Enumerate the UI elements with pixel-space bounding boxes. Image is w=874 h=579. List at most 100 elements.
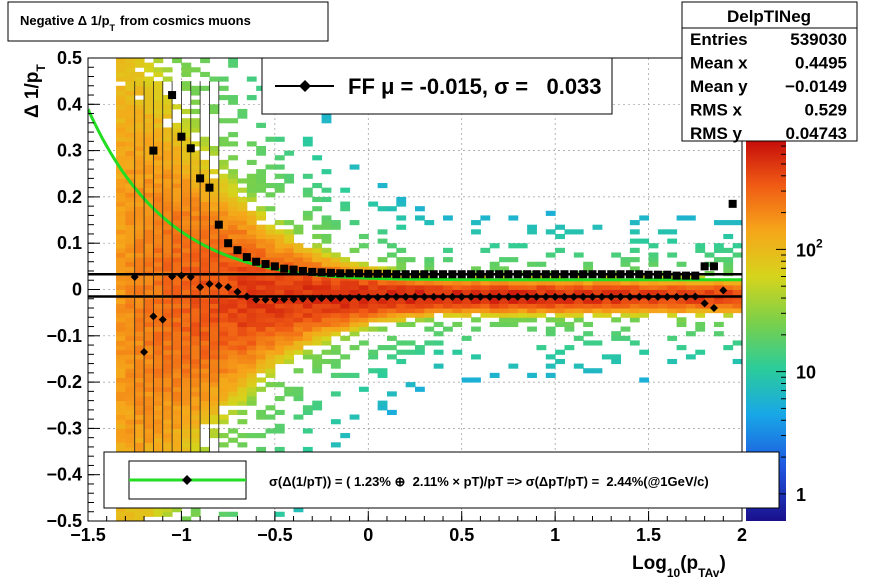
heat-cell (228, 409, 238, 416)
heat-cell (246, 266, 257, 272)
heat-cell (200, 261, 210, 267)
heat-cell (153, 127, 164, 133)
heat-cell (386, 243, 397, 249)
heat-cell (284, 233, 295, 240)
mean-point (130, 272, 139, 281)
mean-point (429, 292, 438, 301)
heat-cell (144, 247, 154, 253)
heat-cell (134, 308, 145, 314)
heat-cell (153, 81, 164, 87)
heat-cell (144, 113, 154, 119)
heat-cell (349, 303, 360, 309)
heat-cell (452, 312, 463, 318)
heat-cell (386, 289, 397, 295)
heat-cell (349, 298, 360, 304)
heat-cell (190, 164, 201, 170)
heat-cell (265, 335, 276, 341)
heat-cell (695, 308, 706, 314)
heat-cell (153, 372, 164, 378)
heat-cell (284, 354, 295, 360)
heat-cell (648, 284, 659, 290)
heat-cell (181, 400, 192, 406)
legend-top-text: FF μ = -0.015, σ = 0.033 (348, 74, 602, 99)
heat-cell (237, 321, 248, 328)
heat-cell (134, 275, 145, 281)
heat-cell (181, 141, 192, 147)
heat-cell (190, 349, 201, 355)
heat-cell (330, 317, 341, 323)
heat-cell (237, 335, 248, 341)
heat-cell (555, 280, 565, 286)
heat-cell (144, 433, 154, 439)
heat-cell (134, 178, 145, 184)
rms-point (224, 239, 233, 248)
heat-cell (312, 354, 323, 360)
rms-point (401, 270, 410, 279)
heat-cell (200, 321, 210, 328)
heat-cell (181, 386, 192, 392)
mean-point (298, 294, 307, 303)
heat-cell (172, 391, 182, 397)
heat-cell (181, 340, 192, 346)
heat-cell (209, 349, 220, 355)
heat-cell (302, 136, 313, 142)
heat-cell (228, 178, 238, 184)
heat-cell (629, 308, 640, 314)
heat-cell (274, 187, 285, 193)
rms-point (411, 270, 419, 279)
heat-cell (134, 386, 145, 392)
heat-cell (228, 298, 238, 304)
heat-cell (732, 284, 742, 290)
heat-cell (190, 280, 201, 286)
heat-cell (256, 178, 267, 184)
heat-cell (321, 340, 332, 346)
heat-cell (274, 331, 285, 337)
heat-cell (517, 312, 528, 318)
heat-cell (172, 289, 182, 295)
heat-cell (452, 298, 463, 304)
heat-cell (116, 358, 126, 365)
heat-cell (713, 243, 724, 249)
rms-point (485, 270, 494, 279)
heat-cell (415, 345, 425, 351)
heat-cell (125, 368, 136, 374)
heat-cell (676, 321, 687, 328)
heat-cell (190, 127, 201, 133)
heat-cell (172, 507, 182, 513)
heat-cell (237, 266, 248, 272)
heat-cell (228, 377, 238, 383)
heat-cell (162, 210, 173, 216)
heat-cell (172, 220, 182, 226)
heat-cell (349, 321, 360, 328)
heat-cell (274, 298, 285, 304)
heat-cell (555, 317, 565, 323)
heat-cell (153, 442, 164, 448)
heat-cell (265, 252, 276, 258)
heat-cell (190, 243, 201, 249)
heat-cell (162, 187, 173, 193)
heat-cell (396, 266, 407, 272)
heat-cell (181, 67, 192, 73)
heat-cell (200, 183, 210, 189)
heat-cell (695, 303, 706, 309)
heat-cell (181, 377, 192, 383)
heat-cell (573, 312, 584, 318)
heat-cell (144, 261, 154, 267)
heat-cell (583, 321, 594, 328)
mean-point (504, 292, 513, 301)
heat-cell (396, 196, 407, 203)
heat-cell (125, 419, 136, 425)
heat-cell (172, 229, 182, 235)
heat-cell (340, 335, 351, 341)
heat-cell (321, 358, 332, 365)
heat-cell (368, 368, 379, 374)
heat-cell (274, 229, 285, 235)
mean-point (607, 292, 616, 301)
heat-cell (695, 284, 706, 290)
heat-cell (555, 247, 565, 253)
heat-cell (200, 331, 210, 337)
x-axis-label-mid: (p (680, 553, 698, 574)
heat-cell (564, 298, 575, 304)
heat-cell (237, 206, 248, 212)
heat-cell (172, 247, 182, 253)
